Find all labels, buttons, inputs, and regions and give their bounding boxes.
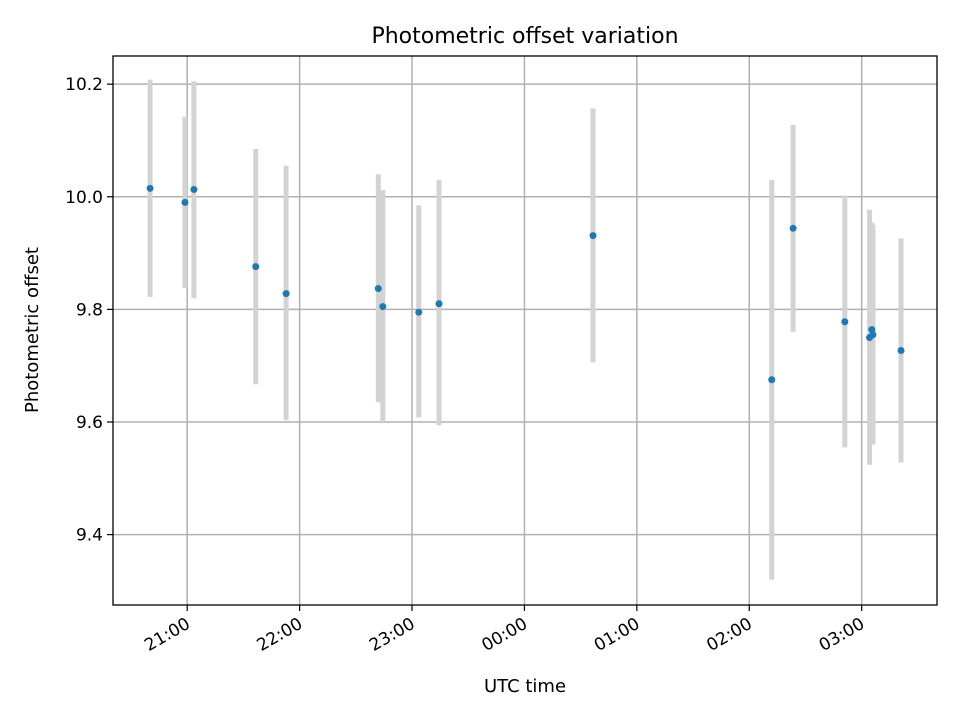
x-axis-ticks: 21:00 22:00 23:00 00:00 01:00 02:00 03:00 [141,605,868,656]
y-axis-ticks: 9.4 9.6 9.8 10.0 10.2 [65,75,113,546]
data-point [589,232,597,240]
y-tick-label: 9.8 [76,300,103,320]
data-point [768,376,776,384]
data-point [181,198,189,206]
data-point [789,224,797,232]
y-tick-label: 9.6 [76,413,103,433]
errorbar-layer [147,79,904,580]
x-tick-label: 21:00 [141,614,193,656]
data-point [146,184,154,192]
x-tick-label: 00:00 [479,614,531,656]
y-tick-label: 10.2 [65,75,103,95]
chart-title: Photometric offset variation [371,24,678,49]
x-tick-label: 03:00 [816,614,868,656]
data-point [897,346,905,354]
x-tick-label: 23:00 [366,614,418,656]
point-layer [146,184,905,384]
x-tick-label: 02:00 [703,614,755,656]
y-tick-label: 9.4 [76,526,103,546]
grid-lines [113,56,937,605]
data-point [379,303,387,311]
data-point [841,318,849,326]
y-tick-label: 10.0 [65,188,103,208]
x-tick-label: 01:00 [591,614,643,656]
y-axis-label: Photometric offset [22,247,43,413]
data-point [190,185,198,193]
x-tick-label: 22:00 [254,614,306,656]
data-point [282,290,290,298]
data-point [374,285,382,293]
data-point [435,300,443,308]
data-point [869,331,877,339]
data-point [252,263,260,271]
data-point [415,308,423,316]
x-axis-label: UTC time [484,676,566,697]
